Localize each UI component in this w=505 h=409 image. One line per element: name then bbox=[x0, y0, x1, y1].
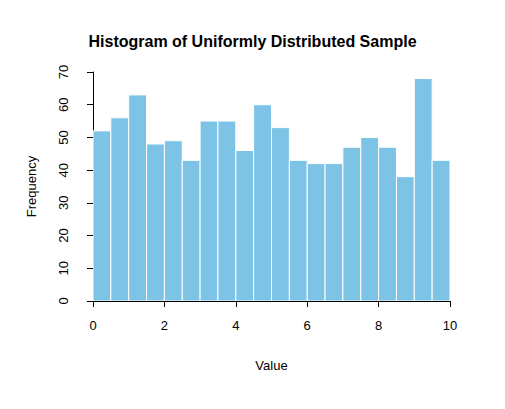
svg-text:4: 4 bbox=[232, 318, 239, 333]
svg-text:50: 50 bbox=[56, 130, 71, 144]
svg-text:2: 2 bbox=[161, 318, 168, 333]
svg-text:10: 10 bbox=[443, 318, 457, 333]
svg-text:Frequency: Frequency bbox=[24, 155, 39, 217]
svg-text:40: 40 bbox=[56, 163, 71, 177]
svg-text:10: 10 bbox=[56, 261, 71, 275]
svg-text:Value: Value bbox=[255, 358, 287, 373]
svg-text:0: 0 bbox=[89, 318, 96, 333]
svg-text:70: 70 bbox=[56, 65, 71, 79]
svg-text:Histogram of Uniformly Distrib: Histogram of Uniformly Distributed Sampl… bbox=[88, 33, 416, 50]
svg-text:6: 6 bbox=[304, 318, 311, 333]
svg-text:60: 60 bbox=[56, 97, 71, 111]
svg-text:30: 30 bbox=[56, 196, 71, 210]
svg-text:0: 0 bbox=[56, 297, 71, 304]
svg-text:8: 8 bbox=[375, 318, 382, 333]
svg-text:20: 20 bbox=[56, 228, 71, 242]
